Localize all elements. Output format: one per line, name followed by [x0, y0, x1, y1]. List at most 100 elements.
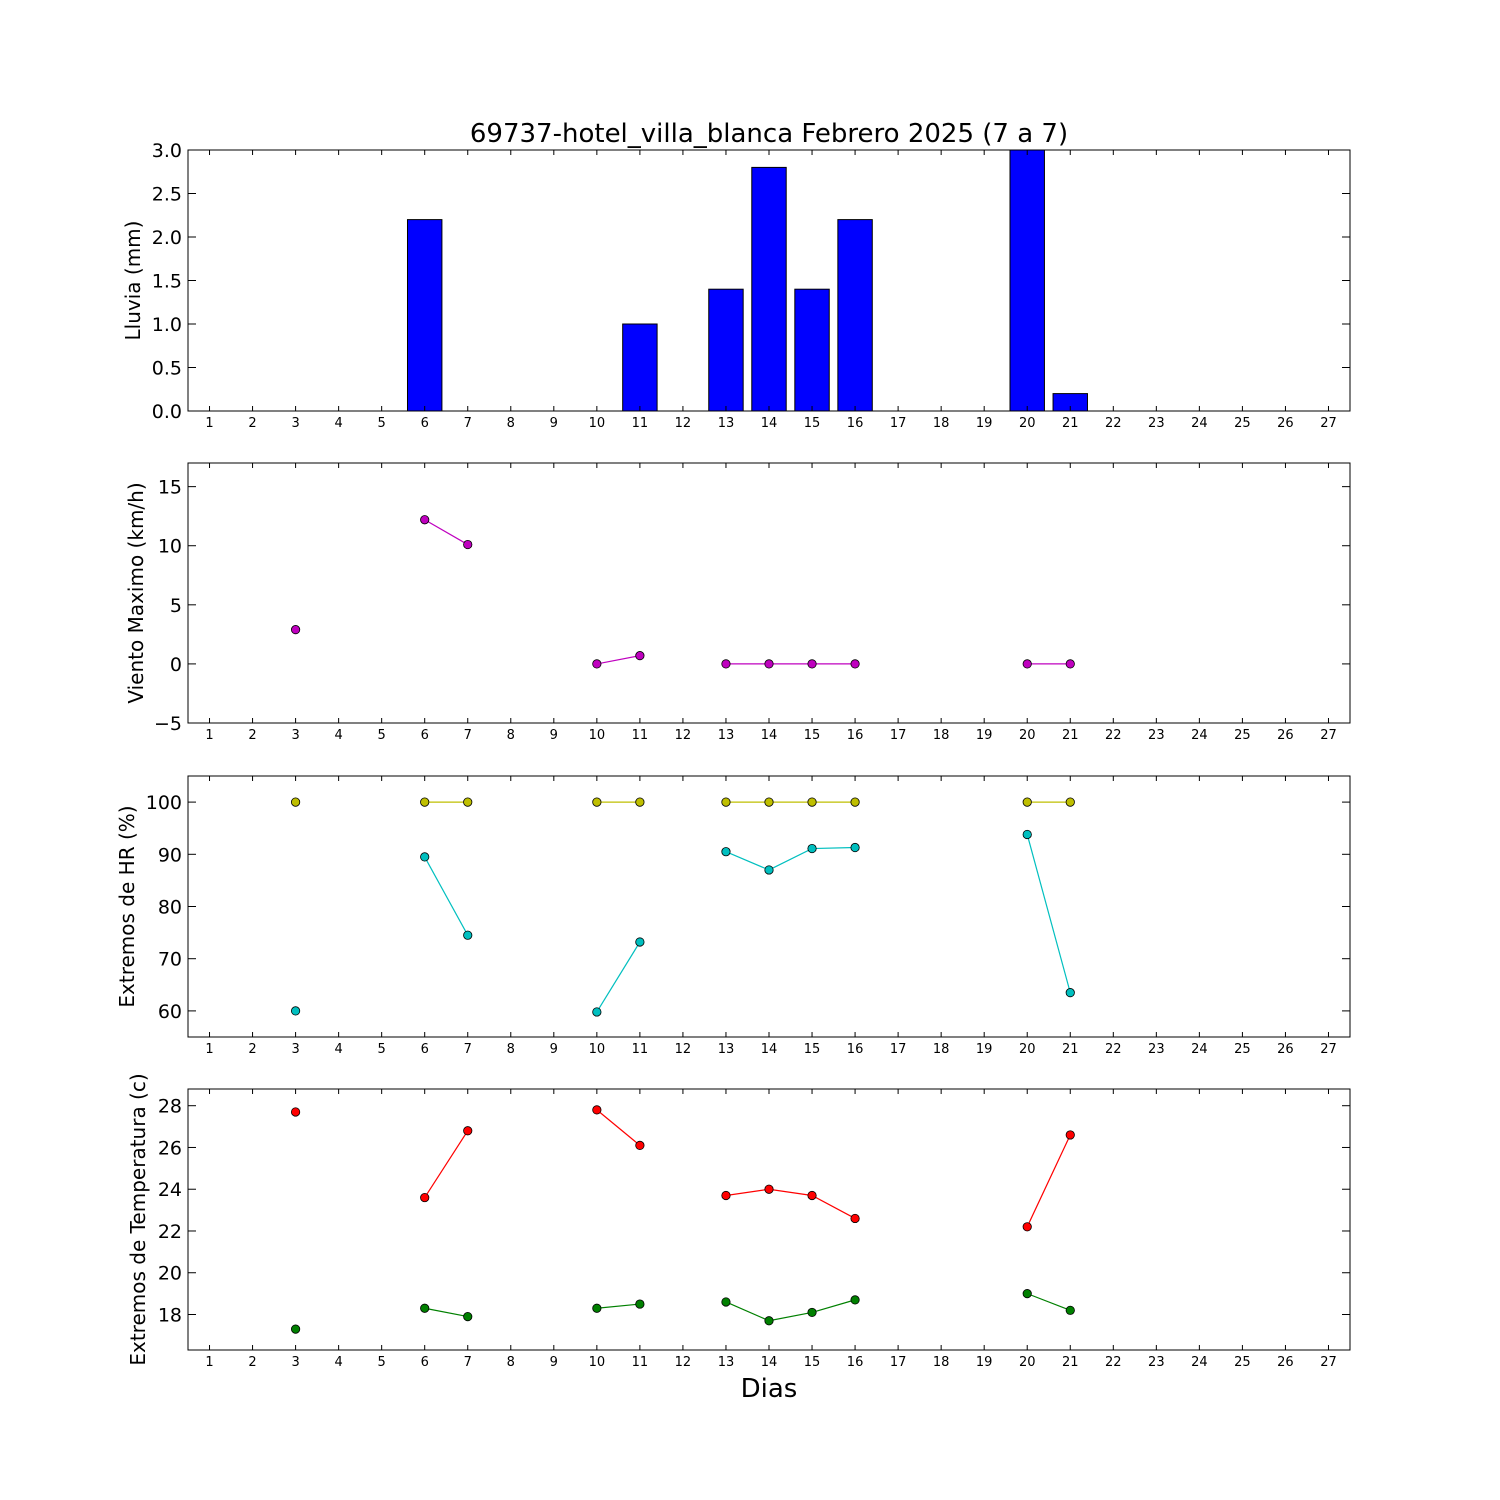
temperature-data-point [463, 1126, 473, 1136]
temperature-data-point [1065, 1130, 1075, 1140]
humidity-series-1-line [596, 941, 641, 1013]
wind-x-tick-label: 22 [1105, 728, 1122, 743]
humidity-data-point [850, 797, 860, 807]
humidity-x-tick-label: 9 [550, 1042, 558, 1057]
temperature-x-tick-label: 13 [718, 1355, 735, 1370]
temperature-x-tick-label: 21 [1062, 1355, 1079, 1370]
rain-x-tick-label: 23 [1148, 416, 1165, 431]
wind-data-point [721, 659, 731, 669]
temperature-data-point [807, 1307, 817, 1318]
rain-panel: 1 2 3 4 5 6 7 8 9 10 11 12 13 14 15 16 17 18 19 20 21 22 23 24 2… [121, 140, 1351, 431]
rain-bar [751, 166, 787, 412]
wind-x-tick-label: 8 [507, 728, 515, 743]
wind-x-tick-label: 4 [334, 728, 342, 743]
wind-x-tick-label: 15 [804, 728, 821, 743]
temperature-data-point [850, 1213, 860, 1224]
wind-panel: 1 2 3 4 5 6 7 8 9 10 11 12 13 14 15 16 17 18 19 20 21 22 23 24 2… [124, 462, 1351, 743]
wind-data-point [635, 651, 645, 661]
wind-series-0-line [424, 519, 469, 546]
temperature-data-point [592, 1105, 602, 1115]
wind-data-point [764, 659, 774, 669]
rain-x-tick-label: 17 [890, 416, 907, 431]
temperature-data-point [420, 1192, 430, 1203]
temperature-x-tick-label: 25 [1234, 1355, 1251, 1370]
wind-x-tick-label: 13 [718, 728, 735, 743]
humidity-data-point [463, 797, 473, 807]
humidity-x-tick-label: 12 [675, 1042, 692, 1057]
rain-x-tick-label: 12 [675, 416, 692, 431]
wind-x-tick-label: 20 [1019, 728, 1036, 743]
wind-y-tick-label: −5 [154, 713, 182, 735]
rain-x-tick-label: 7 [464, 416, 472, 431]
rain-x-tick-label: 18 [933, 416, 950, 431]
wind-y-tick-label: 15 [158, 477, 182, 499]
rain-x-tick-label: 1 [205, 416, 213, 431]
wind-y-tick-label: 0 [170, 654, 182, 676]
temperature-y-tick-label: 18 [158, 1305, 182, 1327]
humidity-data-point [764, 865, 774, 875]
humidity-series-1-line [725, 846, 856, 871]
rain-bar [622, 323, 658, 412]
temperature-series-0-line [725, 1188, 856, 1219]
humidity-y-tick-label: 80 [158, 897, 182, 919]
humidity-x-tick-label: 16 [847, 1042, 864, 1057]
humidity-x-tick-label: 8 [507, 1042, 515, 1057]
wind-x-tick-label: 1 [205, 728, 213, 743]
temperature-x-tick-label: 24 [1191, 1355, 1208, 1370]
humidity-x-tick-label: 13 [718, 1042, 735, 1057]
humidity-x-tick-label: 23 [1148, 1042, 1165, 1057]
rain-x-tick-label: 24 [1191, 416, 1208, 431]
rain-x-tick-label: 20 [1019, 416, 1036, 431]
rain-x-tick-label: 6 [421, 416, 429, 431]
temperature-y-tick-label: 28 [158, 1096, 182, 1118]
humidity-data-point [635, 797, 645, 807]
temperature-x-tick-label: 1 [205, 1355, 213, 1370]
humidity-data-point [807, 797, 817, 807]
rain-y-tick-label: 2.5 [152, 184, 182, 206]
wind-x-tick-label: 14 [761, 728, 778, 743]
chart-panels: 1 2 3 4 5 6 7 8 9 10 11 12 13 14 15 16 17 18 19 20 21 22 23 24 2… [115, 140, 1351, 1370]
humidity-x-tick-label: 4 [334, 1042, 342, 1057]
humidity-x-tick-label: 26 [1277, 1042, 1294, 1057]
wind-x-tick-label: 10 [589, 728, 606, 743]
wind-y-axis-label: Viento Maximo (km/h) [124, 482, 148, 703]
wind-data-point [1022, 659, 1032, 669]
rain-bar [794, 288, 830, 412]
humidity-data-point [850, 842, 860, 853]
humidity-data-point [290, 1006, 301, 1016]
wind-x-tick-label: 24 [1191, 728, 1208, 743]
temperature-y-tick-label: 22 [158, 1221, 182, 1243]
rain-x-tick-label: 8 [507, 416, 515, 431]
humidity-x-tick-label: 5 [378, 1042, 386, 1057]
temperature-data-point [1022, 1289, 1032, 1299]
rain-x-tick-label: 13 [718, 416, 735, 431]
humidity-data-point [592, 1007, 602, 1017]
humidity-x-tick-label: 11 [632, 1042, 649, 1057]
wind-x-tick-label: 26 [1277, 728, 1294, 743]
humidity-x-tick-label: 17 [890, 1042, 907, 1057]
humidity-x-tick-label: 21 [1062, 1042, 1079, 1057]
temperature-series-1-line [596, 1303, 640, 1309]
wind-x-tick-label: 9 [550, 728, 558, 743]
wind-data-point [420, 515, 430, 525]
wind-x-tick-label: 19 [976, 728, 993, 743]
temperature-series-1-line [725, 1299, 856, 1322]
rain-x-tick-label: 22 [1105, 416, 1122, 431]
wind-x-tick-label: 11 [632, 728, 649, 743]
humidity-data-point [420, 797, 430, 807]
humidity-x-tick-label: 19 [976, 1042, 993, 1057]
temperature-data-point [420, 1303, 430, 1313]
temperature-y-tick-label: 20 [158, 1263, 182, 1285]
humidity-data-point [420, 852, 430, 862]
rain-x-tick-label: 2 [248, 416, 256, 431]
temperature-series-1-line [1027, 1293, 1071, 1311]
rain-y-tick-label: 2.0 [152, 227, 182, 249]
wind-x-tick-label: 23 [1148, 728, 1165, 743]
wind-data-point [592, 659, 602, 669]
humidity-data-point [807, 843, 817, 854]
temperature-data-point [290, 1107, 301, 1117]
humidity-data-point [290, 797, 301, 807]
temperature-y-tick-label: 26 [158, 1137, 182, 1159]
humidity-series-1-line [1026, 834, 1071, 993]
rain-x-tick-label: 5 [378, 416, 386, 431]
